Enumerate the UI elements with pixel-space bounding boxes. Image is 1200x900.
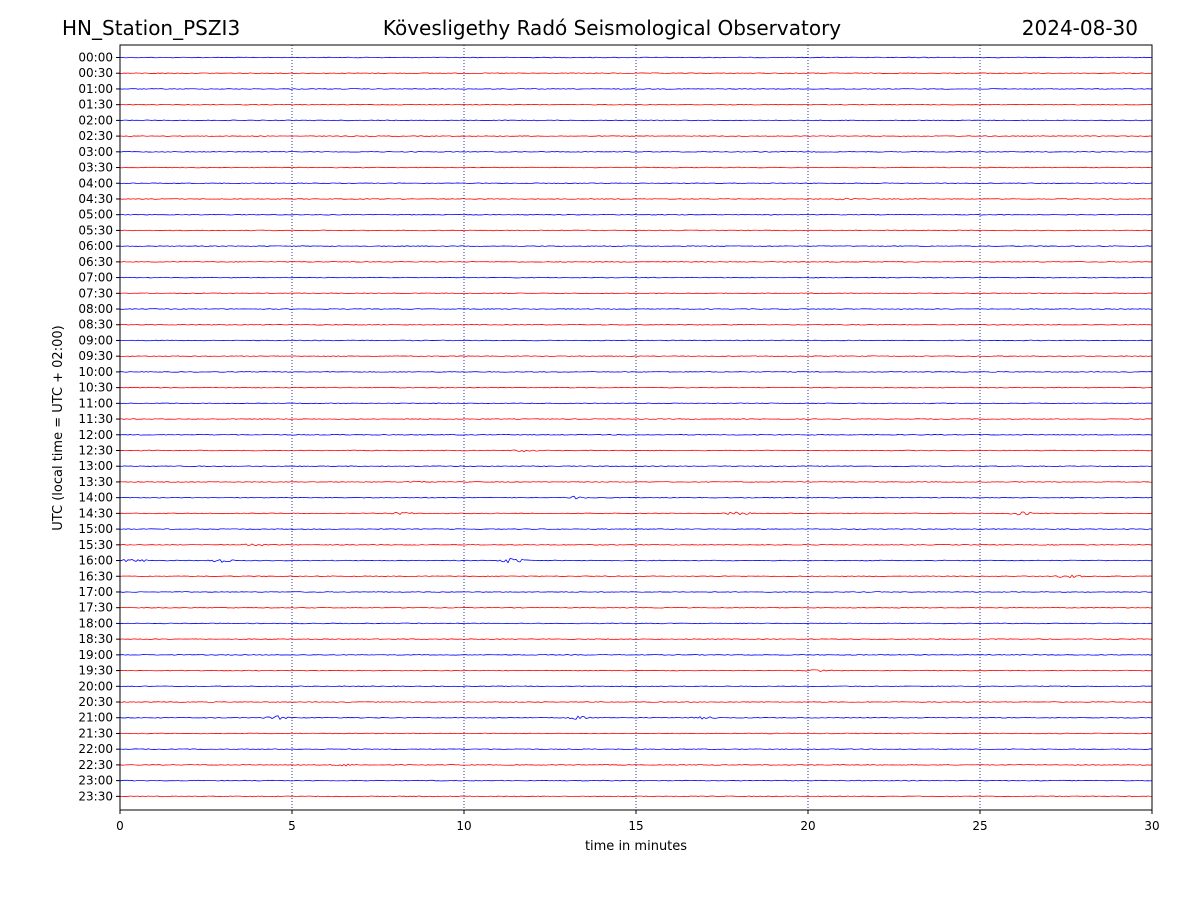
y-tick-label: 12:00	[78, 428, 113, 442]
plot-frame	[119, 44, 1153, 811]
trace-0300	[119, 151, 1153, 153]
x-tick-label: 0	[116, 819, 124, 833]
y-tick-label: 03:30	[78, 161, 113, 175]
trace-1600	[119, 558, 1153, 564]
x-axis-label: time in minutes	[585, 839, 687, 854]
trace-1100	[119, 402, 1153, 405]
y-tick-label: 04:00	[78, 176, 113, 190]
y-tick-label: 19:30	[78, 664, 113, 678]
x-tick-label: 30	[1144, 819, 1159, 833]
vertical-gridlines	[291, 45, 981, 810]
trace-1800	[119, 622, 1153, 625]
y-tick-label: 17:30	[78, 601, 113, 615]
trace-1530	[119, 543, 1153, 547]
trace-0730	[119, 292, 1153, 295]
y-tick-label: 11:00	[78, 396, 113, 410]
y-tick-label: 03:00	[78, 145, 113, 159]
y-tick-label: 01:30	[78, 98, 113, 112]
y-tick-label: 12:30	[78, 444, 113, 458]
trace-1300	[119, 465, 1153, 467]
y-axis-label: UTC (local time = UTC + 02:00)	[51, 325, 66, 530]
trace-1500	[119, 528, 1153, 530]
trace-0530	[119, 229, 1153, 232]
y-tick-label: 10:30	[78, 381, 113, 395]
x-tick-label: 15	[628, 819, 643, 833]
trace-0930	[119, 355, 1153, 357]
y-tick-label: 08:00	[78, 302, 113, 316]
y-tick-label: 06:00	[78, 239, 113, 253]
x-tick-label: 5	[288, 819, 296, 833]
y-tick-label: 01:00	[78, 82, 113, 96]
y-tick-label: 22:00	[78, 742, 113, 756]
y-tick-label: 02:00	[78, 113, 113, 127]
y-tick-label: 07:00	[78, 271, 113, 285]
date-title: 2024-08-30	[1022, 16, 1138, 40]
y-tick-label: 18:00	[78, 616, 113, 630]
x-axis-ticks: 0 5 10 15 20 25 30	[116, 810, 1160, 833]
y-tick-label: 11:30	[78, 412, 113, 426]
y-tick-label: 16:00	[78, 554, 113, 568]
trace-0130	[119, 103, 1153, 106]
y-tick-label: 08:30	[78, 318, 113, 332]
observatory-title: Kövesligethy Radó Seismological Observat…	[383, 16, 841, 40]
y-tick-label: 21:00	[78, 711, 113, 725]
trace-1730	[119, 606, 1153, 609]
y-tick-label: 13:30	[78, 475, 113, 489]
y-tick-label: 14:00	[78, 491, 113, 505]
trace-1130	[119, 418, 1153, 420]
trace-0500	[119, 213, 1153, 216]
trace-0700	[119, 276, 1153, 279]
y-tick-label: 10:00	[78, 365, 113, 379]
y-tick-label: 09:30	[78, 349, 113, 363]
trace-0900	[119, 339, 1153, 342]
y-tick-label: 23:30	[78, 789, 113, 803]
y-tick-label: 16:30	[78, 569, 113, 583]
x-tick-label: 25	[972, 819, 987, 833]
y-tick-label: 20:00	[78, 679, 113, 693]
y-tick-label: 18:30	[78, 632, 113, 646]
x-tick-label: 20	[800, 819, 815, 833]
y-tick-label: 00:00	[78, 51, 113, 65]
trace-2130	[119, 732, 1153, 735]
trace-2200	[119, 748, 1153, 750]
y-tick-label: 13:00	[78, 459, 113, 473]
y-tick-label: 21:30	[78, 726, 113, 740]
trace-0330	[119, 166, 1153, 169]
y-tick-label: 19:00	[78, 648, 113, 662]
y-tick-label: 15:30	[78, 538, 113, 552]
trace-2000	[119, 685, 1153, 688]
station-title: HN_Station_PSZI3	[62, 16, 240, 40]
trace-0100	[119, 88, 1153, 90]
trace-1330	[119, 480, 1153, 483]
y-tick-label: 22:30	[78, 758, 113, 772]
y-tick-label: 04:30	[78, 192, 113, 206]
y-tick-label: 02:30	[78, 129, 113, 143]
y-tick-label: 14:30	[78, 506, 113, 520]
y-tick-label: 20:30	[78, 695, 113, 709]
trace-1400	[119, 495, 1153, 500]
y-tick-label: 06:30	[78, 255, 113, 269]
y-tick-label: 07:30	[78, 286, 113, 300]
y-tick-label: 17:00	[78, 585, 113, 599]
y-tick-label: 15:00	[78, 522, 113, 536]
y-tick-label: 00:30	[78, 66, 113, 80]
trace-1930	[119, 669, 1153, 672]
y-tick-label: 05:00	[78, 208, 113, 222]
y-tick-label: 23:00	[78, 774, 113, 788]
y-tick-label: 05:30	[78, 223, 113, 237]
y-tick-label: 09:00	[78, 333, 113, 347]
x-tick-label: 10	[456, 819, 471, 833]
trace-2230	[119, 763, 1153, 767]
trace-2330	[119, 795, 1153, 798]
